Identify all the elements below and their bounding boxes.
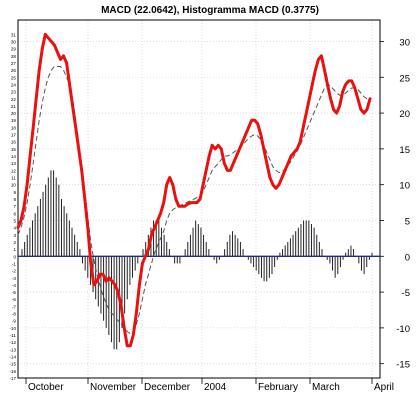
y-tick-right: 15	[399, 145, 410, 156]
y-tick-left: 17	[11, 133, 17, 138]
y-tick-left: 3	[13, 233, 16, 238]
y-tick-left: -17	[9, 376, 16, 381]
y-tick-left: -11	[10, 333, 17, 338]
y-tick-right: -5	[402, 288, 410, 299]
y-tick-left: 10	[11, 183, 17, 188]
plot-frame	[17, 19, 381, 379]
y-tick-right: 10	[399, 181, 410, 192]
y-tick-right: 20	[399, 109, 410, 120]
y-tick-left: 21	[11, 104, 17, 109]
y-tick-left: 28	[11, 54, 17, 59]
y-tick-left: 20	[11, 111, 17, 116]
y-tick-left: -15	[9, 362, 16, 367]
y-tick-left: -13	[9, 347, 16, 352]
y-tick-left: 14	[11, 154, 17, 159]
y-tick-left: 22	[11, 97, 17, 102]
y-tick-right: -15	[396, 360, 410, 371]
y-tick-right: 0	[405, 252, 410, 263]
y-tick-left: 16	[11, 140, 17, 145]
y-tick-left: 31	[11, 32, 17, 37]
y-tick-left: 11	[11, 176, 16, 181]
y-tick-left: -2	[12, 269, 17, 274]
y-tick-left: 27	[11, 61, 17, 66]
y-tick-left: 6	[13, 211, 16, 216]
x-tick-label: October	[28, 382, 64, 393]
x-tick-label: March	[312, 382, 340, 393]
y-tick-left: -4	[12, 283, 17, 288]
y-tick-right: -10	[396, 324, 410, 335]
y-tick-left: -16	[9, 369, 16, 374]
y-tick-left: 30	[11, 39, 17, 44]
y-tick-left: 13	[11, 161, 17, 166]
y-tick-left: 29	[11, 47, 17, 52]
y-tick-left: 15	[11, 147, 17, 152]
y-tick-left: 23	[11, 90, 17, 95]
y-tick-left: 25	[11, 75, 17, 80]
x-tick-label: December	[144, 382, 191, 393]
y-tick-left: -14	[9, 355, 16, 360]
y-tick-left: -9	[12, 319, 17, 324]
y-tick-left: 2	[13, 240, 16, 245]
signal-line	[17, 66, 370, 335]
y-tick-left: 9	[13, 190, 16, 195]
y-tick-left: -8	[12, 312, 17, 317]
chart-title: MACD (22.0642), Histogramma MACD (0.3775…	[101, 5, 319, 16]
y-tick-left: 1	[13, 247, 16, 252]
y-tick-left: 19	[11, 118, 17, 123]
y-tick-left: 7	[13, 204, 16, 209]
y-tick-left: 4	[13, 226, 16, 231]
y-tick-left: -3	[12, 276, 17, 281]
x-tick-label: April	[374, 382, 394, 393]
y-tick-left: -1	[12, 261, 17, 266]
y-tick-left: 12	[11, 168, 17, 173]
y-tick-left: -12	[9, 340, 16, 345]
y-tick-left: 0	[13, 254, 16, 259]
y-tick-right: 5	[405, 216, 410, 227]
x-tick-label: November	[90, 382, 137, 393]
y-tick-left: 18	[11, 125, 17, 130]
macd-line	[16, 32, 372, 348]
y-tick-left: 8	[13, 197, 16, 202]
y-tick-left: -5	[12, 290, 17, 295]
y-tick-left: -10	[9, 326, 16, 331]
y-tick-right: 30	[399, 37, 410, 48]
y-tick-left: 24	[11, 82, 17, 87]
y-tick-left: 5	[13, 218, 16, 223]
y-tick-left: -6	[12, 297, 17, 302]
x-tick-label: 2004	[204, 382, 227, 393]
y-tick-left: -7	[12, 304, 17, 309]
x-tick-label: February	[258, 382, 298, 393]
y-tick-right: 25	[399, 73, 410, 84]
y-tick-left: 26	[11, 68, 17, 73]
